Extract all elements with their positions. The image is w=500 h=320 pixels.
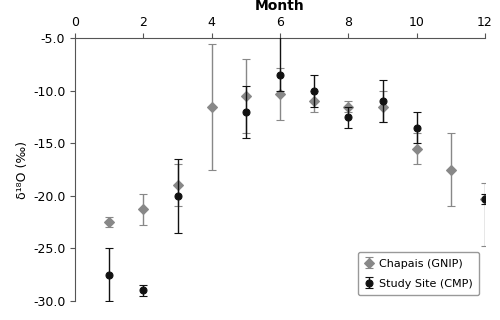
Y-axis label: δ¹⁸O (‰): δ¹⁸O (‰) [16, 140, 28, 199]
X-axis label: Month: Month [255, 0, 305, 13]
Legend: Chapais (GNIP), Study Site (CMP): Chapais (GNIP), Study Site (CMP) [358, 252, 480, 295]
